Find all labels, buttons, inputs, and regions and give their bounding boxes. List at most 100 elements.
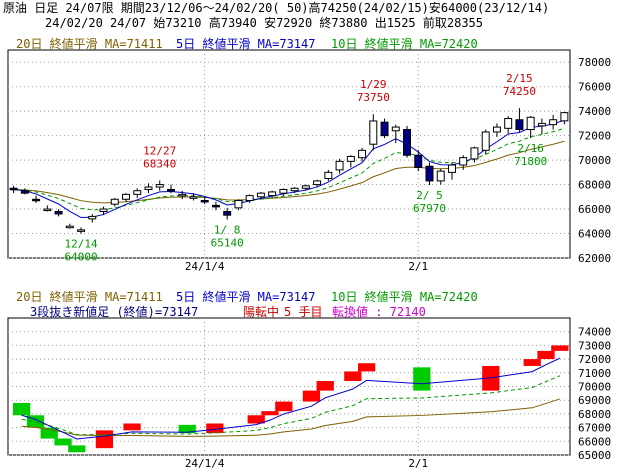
candle (447, 164, 456, 173)
candle (436, 170, 445, 182)
brick (54, 438, 72, 446)
candle (256, 192, 265, 198)
brick (551, 345, 569, 351)
brick (261, 411, 279, 416)
candle (358, 149, 367, 159)
lower-y-tick: 70000 (578, 381, 611, 394)
annotation-value: 68340 (143, 157, 176, 170)
lower-ma20-line (21, 398, 560, 437)
annotation-value: 65140 (211, 237, 244, 250)
annotation-value: 73750 (357, 91, 390, 104)
candle (155, 184, 164, 188)
annotation-date: 12/27 (143, 144, 176, 157)
candle (459, 157, 468, 166)
lower-y-tick: 66000 (578, 435, 611, 448)
brick (316, 381, 334, 391)
lower-x-tick: 2/1 (408, 457, 428, 470)
candle (470, 147, 479, 160)
candle (122, 193, 131, 200)
brick (302, 390, 321, 402)
brick (40, 427, 58, 439)
lower-y-tick: 65000 (578, 449, 611, 462)
lower-y-tick: 68000 (578, 408, 611, 421)
candle (65, 225, 74, 229)
brick (178, 424, 196, 434)
upper-y-tick: 74000 (578, 105, 611, 118)
upper-y-tick: 70000 (578, 154, 611, 167)
brick (537, 350, 555, 360)
brick (358, 363, 376, 372)
candle (324, 171, 333, 179)
candle (54, 211, 63, 215)
upper-y-tick: 62000 (578, 252, 611, 265)
upper-y-tick: 72000 (578, 130, 611, 143)
candle (346, 155, 355, 162)
candle (20, 190, 29, 194)
candle (189, 196, 198, 199)
brick (523, 359, 541, 366)
candle (391, 126, 400, 132)
brick (13, 402, 31, 416)
brick (413, 367, 431, 391)
candle (245, 195, 254, 201)
annotation-value: 74250 (503, 85, 536, 98)
kagi-label: 3段抜き新値足 (終値)=73147 (30, 305, 199, 319)
header-line2: 24/02/20 24/07 始73210 高73940 安72920 終738… (45, 16, 484, 30)
lower-y-tick: 71000 (578, 367, 611, 380)
lower-y-tick: 67000 (578, 422, 611, 435)
candle (99, 208, 108, 213)
candle (268, 191, 277, 197)
candle (32, 198, 41, 202)
candle (43, 208, 52, 212)
annotation-date: 2/ 5 (416, 189, 443, 202)
lower-y-tick: 73000 (578, 339, 611, 352)
candle (380, 121, 389, 137)
kagi-reversal: 転換値 : 72140 (332, 305, 426, 319)
brick (68, 445, 86, 453)
candle (110, 198, 119, 205)
candle (88, 215, 97, 220)
candle (369, 120, 378, 145)
candle (9, 187, 18, 191)
upper-y-tick: 78000 (578, 56, 611, 69)
ma5-legend: 5日 終値平滑 MA=73147 (176, 37, 316, 51)
kagi-status: 陽転中 (243, 305, 280, 319)
upper-y-tick: 64000 (578, 228, 611, 241)
candle (403, 129, 412, 156)
candle (335, 160, 344, 171)
candle (560, 112, 569, 122)
lower-ma5-line (21, 357, 561, 440)
candle (166, 188, 175, 192)
annotation-date: 1/29 (360, 78, 387, 91)
annotation-value: 64000 (64, 251, 97, 264)
annotation-date: 1/ 8 (214, 224, 241, 237)
brick (247, 415, 265, 424)
candle (313, 180, 322, 186)
candle (178, 193, 187, 197)
candle (200, 199, 209, 203)
candle (414, 154, 423, 168)
annotation-date: 12/14 (64, 238, 97, 251)
lower-x-tick: 24/1/4 (185, 457, 225, 470)
candle (492, 126, 501, 133)
upper-y-tick: 68000 (578, 179, 611, 192)
candle (425, 165, 434, 182)
candle (504, 118, 513, 129)
brick (275, 401, 293, 412)
candle (223, 211, 232, 216)
candle (549, 119, 558, 126)
lower-y-tick: 69000 (578, 394, 611, 407)
ma20-line (13, 140, 565, 204)
candle (211, 204, 220, 208)
ma5-legend-lower: 5日 終値平滑 MA=73147 (176, 290, 316, 304)
kagi-count: 5 手目 (284, 305, 323, 319)
brick (344, 371, 362, 382)
lower-y-tick: 74000 (578, 326, 611, 339)
upper-x-tick: 2/1 (408, 260, 428, 273)
candle (537, 122, 546, 127)
candle (290, 187, 299, 192)
candle (77, 229, 86, 232)
upper-x-tick: 24/1/4 (185, 260, 225, 273)
annotation-date: 2/16 (517, 142, 544, 155)
